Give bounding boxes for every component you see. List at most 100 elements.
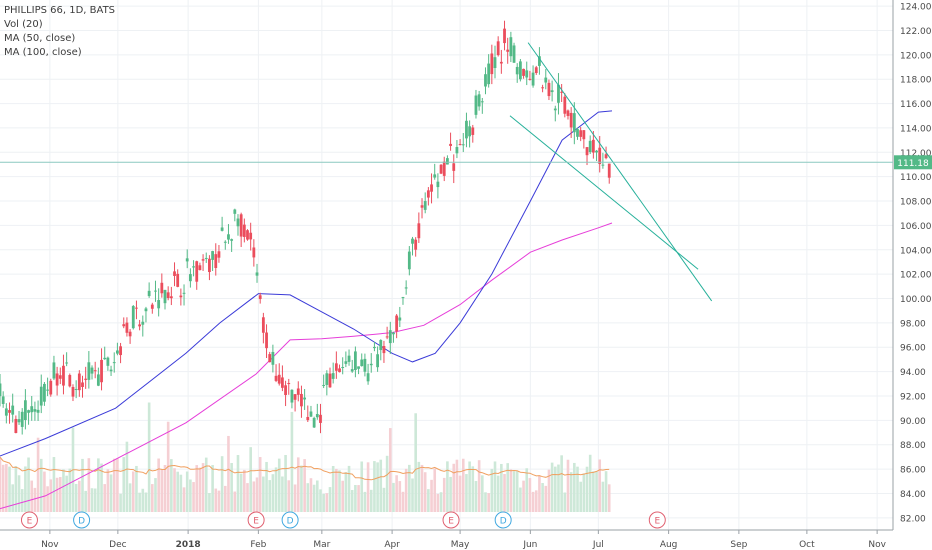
candle-body — [306, 416, 310, 421]
y-tick-label: 88.00 — [900, 441, 926, 451]
legend-ma100[interactable]: MA (100, close) — [4, 47, 82, 58]
volume-bar — [262, 476, 265, 512]
candle-body — [223, 241, 227, 243]
event-marker-d[interactable]: D — [73, 511, 91, 529]
event-marker-d[interactable]: D — [281, 511, 299, 529]
event-marker-e[interactable]: E — [247, 511, 265, 529]
candle-body — [595, 150, 598, 153]
candle-body — [468, 126, 472, 137]
candle-body — [65, 362, 69, 364]
volume-bar — [373, 461, 376, 512]
volume-bar — [592, 471, 595, 512]
event-marker-e[interactable]: E — [20, 511, 38, 529]
y-tick-label: 122.00 — [900, 27, 932, 37]
volume-bar — [116, 458, 119, 512]
candle-body — [4, 408, 8, 416]
volume-bar — [550, 462, 554, 512]
volume-bar — [58, 477, 62, 512]
candle-body — [388, 330, 392, 344]
candle-body — [404, 287, 408, 289]
event-marker-circle — [494, 511, 512, 529]
volume-bar — [496, 475, 500, 512]
volume-bar — [230, 463, 233, 512]
candle-body — [239, 214, 243, 237]
legend-symbol[interactable]: PHILLIPS 66, 1D, BATS — [4, 5, 116, 16]
event-marker-label: D — [500, 517, 507, 527]
candle-body — [442, 161, 446, 176]
volume-bar — [157, 458, 160, 512]
y-tick-label: 86.00 — [900, 466, 926, 476]
candle-body — [506, 49, 510, 52]
candle-body — [233, 209, 237, 214]
volume-bar — [125, 441, 129, 512]
candle-body — [461, 144, 465, 146]
volume-bar — [300, 465, 303, 512]
volume-bar — [557, 464, 560, 512]
candle-body — [147, 290, 151, 297]
event-marker-circle — [442, 511, 460, 529]
volume-bar — [490, 468, 494, 512]
volume-bar — [414, 413, 417, 512]
candle-body — [531, 72, 535, 86]
candle-body — [338, 368, 341, 373]
event-marker-e[interactable]: E — [648, 511, 666, 529]
volume-bar — [214, 488, 218, 512]
candle-body — [96, 374, 100, 386]
candle-body — [369, 363, 373, 366]
volume-bar — [598, 459, 602, 512]
candle-body — [582, 130, 586, 140]
candle-body — [230, 239, 234, 241]
candle-body — [135, 307, 138, 309]
volume-bar — [541, 483, 544, 512]
y-tick-label: 96.00 — [900, 344, 926, 354]
candle-body — [211, 251, 214, 260]
volume-bar — [522, 480, 525, 512]
event-marker-circle — [648, 511, 666, 529]
candle-body — [43, 383, 46, 402]
volume-bar — [442, 477, 446, 512]
volume-bar — [531, 491, 535, 512]
candle-body — [553, 108, 557, 111]
x-tick-label: Nov — [41, 540, 59, 550]
candle-body — [62, 365, 65, 386]
event-marker-e[interactable]: E — [442, 511, 460, 529]
x-tick-label: Mar — [313, 540, 330, 550]
legend-volume[interactable]: Vol (20) — [4, 19, 43, 30]
trendline-1 — [527, 42, 713, 302]
volume-bar — [0, 457, 2, 512]
candle-body — [141, 321, 145, 325]
candle-body — [455, 147, 459, 154]
candle-body — [430, 184, 433, 192]
candle-body — [328, 373, 332, 388]
volume-bar — [582, 473, 586, 512]
y-tick-label: 102.00 — [900, 271, 932, 281]
volume-bar — [427, 489, 430, 512]
candle-body — [220, 227, 224, 231]
candle-body — [392, 332, 395, 335]
event-marker-label: E — [448, 517, 454, 527]
volume-bar — [277, 458, 281, 512]
candle-body — [417, 223, 421, 239]
legend-ma50[interactable]: MA (50, close) — [4, 33, 76, 44]
candle-body — [150, 304, 154, 309]
candle-body — [480, 101, 484, 103]
candle-body — [138, 324, 142, 327]
candle-body — [607, 163, 611, 178]
volume-bar — [455, 459, 459, 512]
candle-body — [471, 127, 475, 135]
candle-body — [157, 300, 161, 309]
event-marker-d[interactable]: D — [494, 511, 512, 529]
candle-body — [55, 373, 59, 386]
volume-bar — [303, 459, 306, 512]
volume-bar — [223, 485, 227, 512]
volume-bar — [65, 475, 68, 512]
volume-bar — [461, 458, 465, 512]
candle-body — [569, 112, 573, 128]
volume-bar — [227, 435, 230, 512]
volume-bar — [595, 471, 598, 512]
volume-bar — [204, 457, 208, 512]
candle-body — [319, 414, 322, 423]
y-tick-label: 84.00 — [900, 490, 926, 500]
